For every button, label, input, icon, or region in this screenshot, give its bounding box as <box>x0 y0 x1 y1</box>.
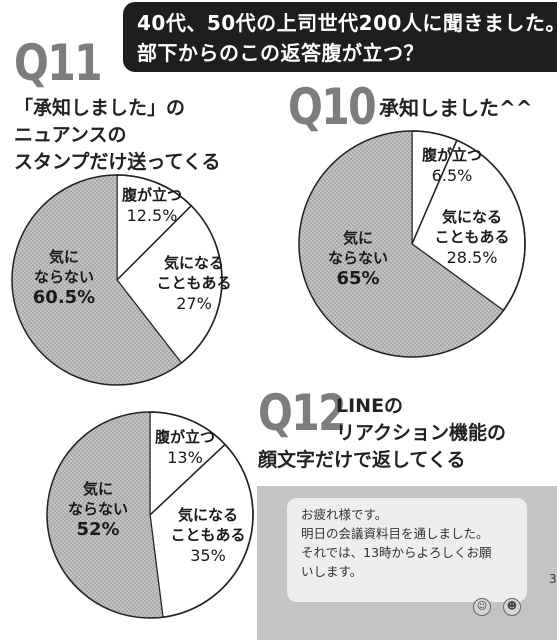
line-chat-panel: お疲れ様です。 明日の会議資料目を通しました。 それでは、13時からよろしくお願… <box>257 486 557 640</box>
chat-line-4: いします。 <box>301 564 363 579</box>
q10-slice-2-label-2: こともある <box>434 228 509 246</box>
q10-slice-3-value: 65% <box>336 268 379 289</box>
chat-bubble: お疲れ様です。 明日の会議資料目を通しました。 それでは、13時からよろしくお願… <box>287 498 527 602</box>
q11-slice-3-value: 60.5% <box>33 287 95 308</box>
q11-slice-2-label-1: 気になる <box>164 254 224 272</box>
q11-pie-outline <box>11 174 223 386</box>
smiley-icon[interactable]: ☺ <box>473 598 491 616</box>
q12-number: Q12 <box>258 384 347 442</box>
chat-line-3: それでは、13時からよろしくお願 <box>301 545 492 560</box>
q12-question-line-3: 顔文字だけで返してくる <box>258 449 466 471</box>
q11-question-line-2: ニュアンスの <box>14 124 127 146</box>
q10-slice-3-label-1: 気に <box>343 229 373 247</box>
q12-slice-1-value: 13% <box>167 448 203 467</box>
q11-slice-2-value: 27% <box>176 294 212 313</box>
header-banner: 40代、50代の上司世代200人に聞きました。 部下からのこの返答腹が立つ？ <box>123 2 557 72</box>
q10-slice-2-value: 28.5% <box>447 248 498 267</box>
q11-question-line-3: スタンプだけ送ってくる <box>14 151 221 173</box>
q11-slice-1-label-1: 腹が立つ <box>122 186 182 204</box>
q12-question: LINEの リアクション機能の <box>336 393 506 447</box>
chat-line-2: 明日の会議資料目を通しました。 <box>301 526 489 541</box>
q10-slice-1-value: 6.5% <box>432 166 473 185</box>
q11-question-line-1: 「承知しました」の <box>14 97 186 119</box>
q11-slice-2-label-2: こともある <box>156 274 231 292</box>
q11-number: Q11 <box>14 34 103 92</box>
q12-question-line-1: LINEの <box>336 395 404 417</box>
banner-line-2: 部下からのこの返答腹が立つ？ <box>137 41 424 65</box>
q11-question: 「承知しました」の ニュアンスの スタンプだけ送ってくる <box>14 95 221 176</box>
q12-slice-3-label-2: ならない <box>68 500 128 518</box>
q10-slice-3-label-2: ならない <box>328 249 388 267</box>
q12-slice-3-value: 52% <box>76 519 119 540</box>
q12-slice-1-label-1: 腹が立つ <box>155 428 215 446</box>
q12-question-line-2: リアクション機能の <box>336 422 507 444</box>
q11-slice-3-label-1: 気に <box>49 248 79 266</box>
q12-pie-outline <box>46 411 254 619</box>
q10-slice-2-label-1: 気になる <box>442 208 502 226</box>
sticker-icon[interactable]: ☻ <box>503 598 521 616</box>
q10-pie-outline <box>298 130 526 358</box>
q10-slice-1-label-1: 腹が立つ <box>422 146 482 164</box>
chat-line-1: お疲れ様です。 <box>301 507 388 522</box>
q12-slice-2-label-2: こともある <box>170 526 245 544</box>
q12-slice-2-value: 35% <box>190 546 226 565</box>
q10-question: 承知しました^^ <box>379 96 533 120</box>
q11-slice-3-label-2: ならない <box>34 268 94 286</box>
q11-slice-1-value: 12.5% <box>127 206 178 225</box>
q10-number: Q10 <box>288 78 377 136</box>
q12-slice-2-label-1: 気になる <box>178 506 238 524</box>
edge-mark: 3 <box>549 572 557 586</box>
q12-slice-3-label-1: 気に <box>83 480 113 498</box>
banner-line-1: 40代、50代の上司世代200人に聞きました。 <box>137 11 557 35</box>
